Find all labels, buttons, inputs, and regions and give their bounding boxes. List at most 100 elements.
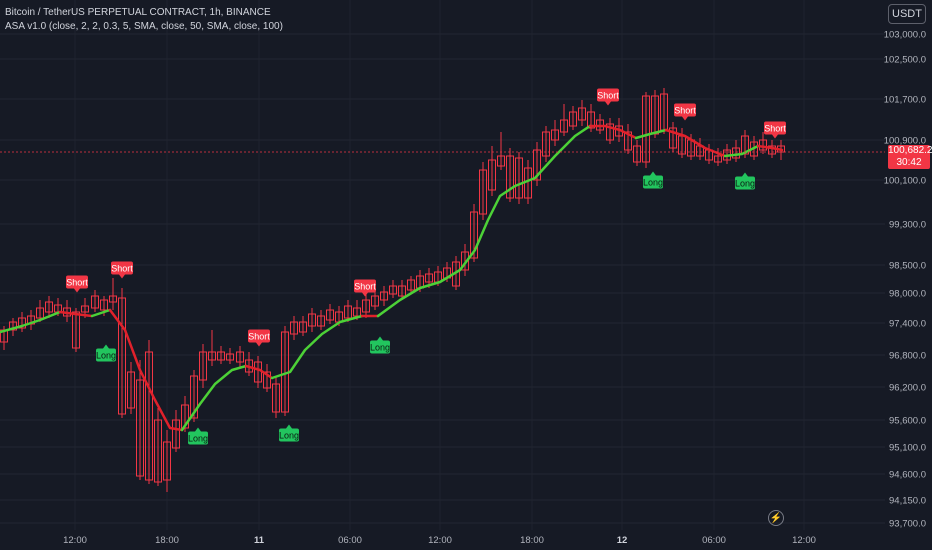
candle-body (172, 419, 180, 449)
asa-line-segment (664, 128, 727, 158)
indicator-legend[interactable]: ASA v1.0 (close, 2, 2, 0.3, 5, SMA, clos… (5, 21, 283, 32)
candle-body (100, 299, 108, 311)
asa-line-segment (0, 310, 62, 334)
candle-body (380, 291, 388, 301)
price-tick-label: 98,000.0 (889, 289, 926, 300)
candle-body (606, 123, 614, 141)
candle-body (145, 351, 153, 481)
candle-body (425, 273, 433, 283)
candle-body (308, 313, 316, 327)
candle-body (407, 279, 415, 291)
candle-body (533, 149, 541, 181)
candle-body (560, 119, 568, 133)
asa-line (0, 124, 784, 432)
long-signal-label: Long (370, 336, 390, 354)
signal-text: Long (279, 431, 299, 441)
time-tick-label: 06:00 (338, 535, 362, 546)
long-signal-label: Long (188, 427, 208, 445)
candle-body (542, 131, 550, 157)
price-tick-label: 95,600.0 (889, 416, 926, 427)
time-tick-label: 18:00 (155, 535, 179, 546)
candle-body (72, 311, 80, 349)
candle-body (633, 145, 641, 163)
time-tick-label: 18:00 (520, 535, 544, 546)
candle-body (290, 321, 298, 335)
last-price-label: 100,682.2 30:42 (888, 145, 932, 169)
candlesticks (0, 88, 785, 492)
time-axis[interactable]: 12:00 18:00 11 06:00 12:00 18:00 12 06:00 12:00 (63, 535, 816, 546)
time-tick-label: 11 (254, 535, 265, 546)
candle-body (136, 379, 144, 477)
long-signal-label: Long (279, 424, 299, 442)
candle-body (181, 404, 189, 429)
candle-body (551, 129, 559, 141)
candle-body (45, 301, 53, 313)
candle-body (587, 111, 595, 129)
asa-line-segment (756, 144, 784, 152)
candle-body (515, 157, 523, 199)
candle-body (624, 131, 632, 151)
candle-body (163, 441, 171, 481)
short-signal-label: Short (597, 88, 619, 106)
candle-body (9, 321, 17, 331)
candle-body (642, 95, 650, 163)
short-signal-label: Short (111, 261, 133, 279)
symbol-title: Bitcoin / TetherUS PERPETUAL CONTRACT, 1… (5, 7, 271, 18)
signal-text: Long (96, 351, 116, 361)
price-tick-label: 100,100.0 (884, 176, 926, 187)
candle-body (18, 317, 26, 329)
signal-text: Short (674, 106, 696, 116)
signal-text: Long (188, 434, 208, 444)
time-tick-label: 12 (617, 535, 628, 546)
candle-body (569, 111, 577, 127)
signal-text: Short (354, 282, 376, 292)
candle-body (470, 211, 478, 259)
price-tick-label: 97,400.0 (889, 319, 926, 330)
candle-body (154, 419, 162, 483)
candle-body (669, 127, 677, 149)
candle-body (578, 107, 586, 121)
signal-text: Short (111, 264, 133, 274)
time-tick-label: 12:00 (63, 535, 87, 546)
short-signal-label: Short (674, 103, 696, 121)
signal-text: Short (248, 332, 270, 342)
candle-body (263, 371, 271, 389)
price-tick-label: 101,700.0 (884, 95, 926, 106)
price-axis[interactable]: 103,000.0 102,500.0 101,700.0 100,900.0 100,… (884, 30, 926, 530)
asa-line-segment (723, 144, 760, 158)
time-tick-label: 12:00 (428, 535, 452, 546)
candle-body (741, 135, 749, 155)
long-signal-label: Long (643, 171, 663, 189)
asa-line-segment (180, 364, 248, 432)
candle-body (199, 351, 207, 381)
asa-line-segment (376, 124, 592, 318)
candle-body (497, 155, 505, 167)
candle-body (353, 307, 361, 317)
candle-body (272, 383, 280, 413)
candle-body (91, 295, 99, 309)
long-signal-label: Long (735, 172, 755, 190)
candle-body (479, 169, 487, 215)
candle-body (299, 321, 307, 333)
price-tick-label: 95,100.0 (889, 443, 926, 454)
candle-body (371, 295, 379, 307)
candle-body (326, 309, 334, 321)
price-tick-label: 96,800.0 (889, 351, 926, 362)
candle-body (36, 307, 44, 319)
currency-button[interactable]: USDT (888, 4, 926, 24)
last-price: 100,682.2 (888, 145, 932, 156)
candle-body (81, 305, 89, 313)
signal-text: Long (735, 179, 755, 189)
candle-body (768, 145, 776, 155)
asa-line-segment (90, 308, 112, 318)
asa-line-segment (588, 124, 638, 140)
price-tick-label: 96,200.0 (889, 383, 926, 394)
signal-text: Long (643, 178, 663, 188)
price-tick-label: 98,500.0 (889, 261, 926, 272)
price-tick-label: 103,000.0 (884, 30, 926, 41)
candle-body (389, 285, 397, 295)
short-signal-label: Short (764, 121, 786, 139)
lightning-icon[interactable]: ⚡ (768, 510, 784, 526)
time-tick-label: 12:00 (792, 535, 816, 546)
